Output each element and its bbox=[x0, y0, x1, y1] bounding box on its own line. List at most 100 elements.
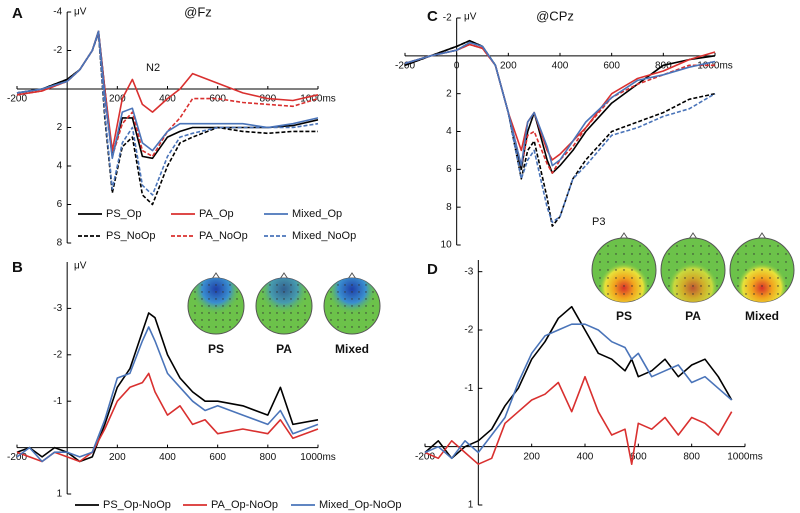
panel-label: B bbox=[12, 259, 23, 276]
electrode bbox=[194, 312, 196, 314]
electrode bbox=[215, 305, 217, 307]
electrode bbox=[607, 269, 609, 271]
electrode bbox=[283, 291, 285, 293]
y-axis-label: μV bbox=[74, 261, 87, 272]
topomap-label: Mixed bbox=[335, 342, 369, 356]
electrode bbox=[639, 293, 641, 295]
x-tick-label: -200 bbox=[7, 94, 27, 105]
x-tick-label: 1000ms bbox=[697, 60, 733, 71]
electrode bbox=[358, 298, 360, 300]
panel-label: C bbox=[427, 8, 438, 25]
electrode bbox=[201, 305, 203, 307]
electrode bbox=[631, 293, 633, 295]
electrode bbox=[208, 291, 210, 293]
electrode bbox=[623, 253, 625, 255]
electrode bbox=[208, 326, 210, 328]
electrode bbox=[344, 312, 346, 314]
electrode bbox=[647, 285, 649, 287]
electrode bbox=[777, 277, 779, 279]
electrode bbox=[716, 277, 718, 279]
electrode bbox=[330, 312, 332, 314]
electrode bbox=[194, 319, 196, 321]
electrode bbox=[236, 319, 238, 321]
electrode bbox=[276, 319, 278, 321]
electrode bbox=[351, 291, 353, 293]
electrode bbox=[753, 293, 755, 295]
electrode bbox=[351, 312, 353, 314]
electrode bbox=[737, 277, 739, 279]
electrode bbox=[222, 305, 224, 307]
electrode bbox=[631, 261, 633, 263]
x-tick-label: 600 bbox=[603, 60, 620, 71]
y-tick-label: -1 bbox=[53, 396, 62, 407]
electrode bbox=[647, 261, 649, 263]
electrode bbox=[639, 253, 641, 255]
electrode bbox=[229, 284, 231, 286]
electrode bbox=[700, 285, 702, 287]
electrode bbox=[222, 326, 224, 328]
electrode bbox=[236, 298, 238, 300]
electrode bbox=[777, 253, 779, 255]
electrode bbox=[222, 298, 224, 300]
y-tick-label: -4 bbox=[53, 7, 62, 18]
electrode bbox=[358, 319, 360, 321]
electrode bbox=[647, 253, 649, 255]
series-line bbox=[16, 326, 319, 463]
electrode bbox=[761, 245, 763, 247]
electrode bbox=[623, 277, 625, 279]
electrode bbox=[330, 305, 332, 307]
electrode bbox=[297, 312, 299, 314]
electrode bbox=[684, 269, 686, 271]
topomap-label: Mixed bbox=[745, 309, 779, 323]
electrode bbox=[737, 285, 739, 287]
electrode bbox=[283, 284, 285, 286]
x-tick-label: 200 bbox=[109, 94, 126, 105]
topomap-nose bbox=[347, 272, 357, 280]
electrode bbox=[262, 305, 264, 307]
electrode bbox=[229, 298, 231, 300]
electrode bbox=[615, 293, 617, 295]
y-tick-label: 1 bbox=[468, 500, 474, 511]
electrode bbox=[344, 319, 346, 321]
electrode bbox=[708, 261, 710, 263]
electrode bbox=[607, 253, 609, 255]
x-tick-label: 800 bbox=[683, 451, 700, 462]
electrode bbox=[708, 269, 710, 271]
electrode bbox=[777, 269, 779, 271]
y-tick-label: -1 bbox=[464, 383, 473, 394]
legend-label: Mixed_Op bbox=[292, 208, 342, 220]
electrode bbox=[615, 269, 617, 271]
topomap-label: PS bbox=[208, 342, 224, 356]
electrode bbox=[785, 285, 787, 287]
electrode bbox=[615, 245, 617, 247]
electrode bbox=[769, 269, 771, 271]
electrode bbox=[297, 319, 299, 321]
y-tick-label: 8 bbox=[57, 238, 63, 249]
electrode bbox=[351, 284, 353, 286]
electrode bbox=[684, 277, 686, 279]
electrode bbox=[607, 261, 609, 263]
electrode bbox=[304, 319, 306, 321]
electrode bbox=[269, 319, 271, 321]
electrode bbox=[337, 319, 339, 321]
electrode bbox=[623, 285, 625, 287]
y-tick-label: 8 bbox=[446, 202, 452, 213]
electrode bbox=[745, 245, 747, 247]
electrode bbox=[745, 293, 747, 295]
electrode bbox=[684, 293, 686, 295]
electrode bbox=[372, 291, 374, 293]
electrode bbox=[647, 277, 649, 279]
series-line bbox=[424, 375, 733, 465]
electrode bbox=[777, 261, 779, 263]
electrode bbox=[785, 261, 787, 263]
electrode bbox=[290, 298, 292, 300]
x-tick-label: 1000ms bbox=[727, 451, 763, 462]
electrode bbox=[290, 312, 292, 314]
topomap-label: PS bbox=[616, 309, 632, 323]
electrode bbox=[297, 298, 299, 300]
x-tick-label: 400 bbox=[577, 451, 594, 462]
electrode bbox=[262, 291, 264, 293]
electrode bbox=[215, 319, 217, 321]
electrode bbox=[769, 261, 771, 263]
electrode bbox=[761, 285, 763, 287]
